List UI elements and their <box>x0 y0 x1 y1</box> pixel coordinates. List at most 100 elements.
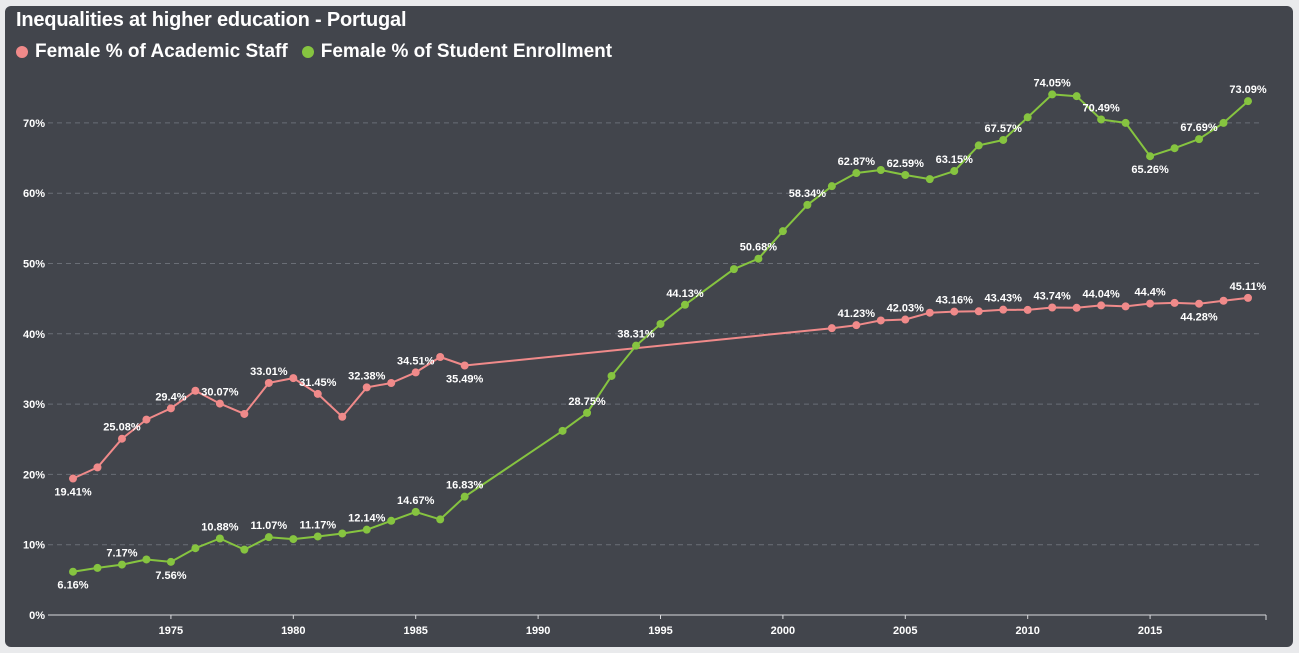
data-point[interactable] <box>69 474 77 483</box>
data-point[interactable] <box>1170 144 1179 153</box>
data-point[interactable] <box>1244 97 1252 106</box>
data-point[interactable] <box>411 507 420 516</box>
data-point[interactable] <box>117 560 126 569</box>
data-point[interactable] <box>362 525 371 534</box>
data-point[interactable] <box>680 300 689 309</box>
data-point[interactable] <box>338 412 347 421</box>
data-point[interactable] <box>69 567 77 576</box>
data-point[interactable] <box>387 516 396 525</box>
data-point[interactable] <box>583 408 592 417</box>
data-point[interactable] <box>1244 293 1252 302</box>
data-point[interactable] <box>754 254 763 263</box>
data-point[interactable] <box>289 374 298 383</box>
data-point[interactable] <box>166 557 175 566</box>
data-point[interactable] <box>1023 305 1032 314</box>
data-point[interactable] <box>1219 118 1228 127</box>
data-point[interactable] <box>93 563 102 572</box>
data-point[interactable] <box>901 170 910 179</box>
data-point[interactable] <box>974 141 983 150</box>
data-point[interactable] <box>191 544 200 553</box>
data-point[interactable] <box>558 426 567 435</box>
data-point[interactable] <box>289 535 298 544</box>
data-point[interactable] <box>313 389 322 398</box>
data-point[interactable] <box>1023 113 1032 122</box>
data-point[interactable] <box>460 361 469 370</box>
y-tick-label: 0% <box>29 610 45 622</box>
data-point[interactable] <box>142 555 151 564</box>
data-point[interactable] <box>950 307 959 316</box>
data-point[interactable] <box>1072 303 1081 312</box>
data-label: 11.07% <box>250 520 287 532</box>
data-point[interactable] <box>729 265 738 274</box>
data-point[interactable] <box>1097 301 1106 310</box>
data-label: 74.05% <box>1034 77 1072 89</box>
data-point[interactable] <box>215 399 224 408</box>
data-point[interactable] <box>166 404 175 413</box>
data-point[interactable] <box>264 378 273 387</box>
data-label: 44.13% <box>666 288 704 300</box>
data-point[interactable] <box>460 492 469 501</box>
data-label: 44.04% <box>1082 288 1120 300</box>
data-point[interactable] <box>117 434 126 443</box>
data-label: 44.4% <box>1134 287 1165 299</box>
data-point[interactable] <box>240 409 249 418</box>
data-label: 43.74% <box>1034 291 1072 303</box>
data-label: 67.57% <box>985 123 1023 135</box>
data-point[interactable] <box>1146 299 1155 308</box>
data-point[interactable] <box>313 532 322 541</box>
data-point[interactable] <box>240 545 249 554</box>
legend-label-academic-staff: Female % of Academic Staff <box>35 41 288 62</box>
data-point[interactable] <box>1195 299 1204 308</box>
data-point[interactable] <box>264 533 273 542</box>
data-point[interactable] <box>1195 135 1204 144</box>
data-point[interactable] <box>827 324 836 333</box>
data-point[interactable] <box>387 379 396 388</box>
legend-item-academic-staff[interactable]: Female % of Academic Staff <box>16 41 288 63</box>
data-point[interactable] <box>852 169 861 178</box>
data-point[interactable] <box>1121 302 1130 311</box>
data-point[interactable] <box>925 308 934 317</box>
legend-dot-student-enrollment <box>301 46 314 58</box>
data-point[interactable] <box>1048 90 1057 99</box>
data-point[interactable] <box>436 352 445 361</box>
x-tick-label: 2005 <box>893 625 917 637</box>
data-point[interactable] <box>827 182 836 191</box>
x-tick-label: 2000 <box>771 625 795 637</box>
data-point[interactable] <box>1170 298 1179 307</box>
legend: Female % of Academic Staff Female % of S… <box>16 41 612 63</box>
x-tick-label: 1985 <box>403 625 427 637</box>
data-point[interactable] <box>876 316 885 325</box>
data-point[interactable] <box>1072 92 1081 101</box>
data-point[interactable] <box>876 166 885 175</box>
data-point[interactable] <box>338 529 347 538</box>
data-point[interactable] <box>999 305 1008 314</box>
data-point[interactable] <box>1048 303 1057 312</box>
data-point[interactable] <box>191 386 200 395</box>
legend-item-student-enrollment[interactable]: Female % of Student Enrollment <box>301 41 612 63</box>
data-point[interactable] <box>852 321 861 330</box>
data-point[interactable] <box>1097 115 1106 124</box>
data-point[interactable] <box>215 534 224 543</box>
data-point[interactable] <box>1146 152 1155 161</box>
data-point[interactable] <box>362 383 371 392</box>
data-point[interactable] <box>1121 118 1130 127</box>
x-tick-label: 1980 <box>281 625 305 637</box>
data-point[interactable] <box>656 319 665 328</box>
data-point[interactable] <box>803 200 812 209</box>
data-point[interactable] <box>93 463 102 472</box>
data-point[interactable] <box>950 167 959 176</box>
y-tick-label: 40% <box>23 329 45 341</box>
data-point[interactable] <box>1219 296 1228 305</box>
data-point[interactable] <box>411 368 420 377</box>
data-point[interactable] <box>999 135 1008 144</box>
series-lines <box>72 93 1249 573</box>
data-point[interactable] <box>632 341 641 350</box>
data-point[interactable] <box>607 371 616 380</box>
data-point[interactable] <box>436 515 445 524</box>
data-point[interactable] <box>974 307 983 316</box>
data-point[interactable] <box>778 227 787 236</box>
data-label: 41.23% <box>838 308 876 320</box>
data-point[interactable] <box>901 315 910 324</box>
data-point[interactable] <box>925 175 934 184</box>
data-point[interactable] <box>142 415 151 424</box>
